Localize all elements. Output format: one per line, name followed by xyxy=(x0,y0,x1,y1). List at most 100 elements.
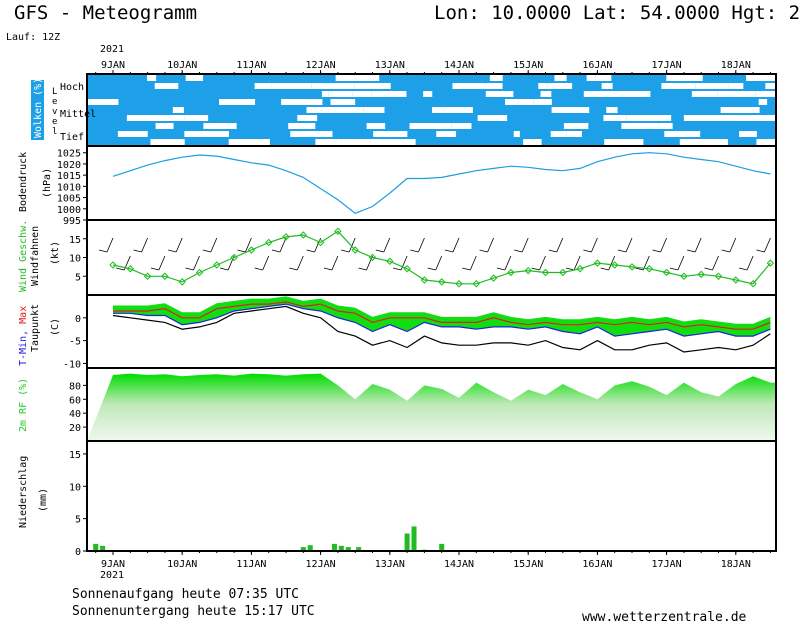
wind-barb xyxy=(462,267,471,271)
wind-barb xyxy=(210,237,218,253)
wind-barb xyxy=(331,255,339,271)
xtick-label-top: 11JAN xyxy=(236,60,266,71)
cloud-patch xyxy=(366,123,386,129)
cloud-patch xyxy=(626,91,651,97)
website-text: www.wetterzentrale.de xyxy=(582,610,747,625)
wind-barb xyxy=(635,267,644,271)
wind-speed-point xyxy=(697,270,705,279)
cloud-patch xyxy=(335,75,380,81)
sunrise-text: Sonnenaufgang heute 07:35 UTC xyxy=(72,587,299,602)
temperature-tick-label: -5 xyxy=(69,337,81,348)
wind-barb xyxy=(487,237,494,253)
cloud-patch xyxy=(504,99,519,105)
wind-barb xyxy=(427,267,436,271)
wind-barb xyxy=(746,255,754,271)
wind-speed-point xyxy=(472,280,481,288)
wind-barb xyxy=(669,267,678,271)
wind-barb xyxy=(694,237,702,253)
wind-barb xyxy=(566,267,575,271)
wind-barb xyxy=(185,267,194,271)
cloud-patch xyxy=(658,123,673,129)
cloud-patch xyxy=(485,83,503,89)
cloud-patch xyxy=(281,99,323,105)
cloud-level-label: Tief xyxy=(60,132,84,143)
wind-speed-point xyxy=(576,265,584,273)
wind-barb xyxy=(521,237,529,253)
cloud-patch xyxy=(666,75,703,81)
wind-barb xyxy=(444,249,454,253)
wind-barb xyxy=(514,249,523,253)
cloud-patch xyxy=(547,83,573,89)
wind-speed-point xyxy=(247,246,256,254)
humidity-tick-label: 60 xyxy=(69,395,81,406)
cloud-patch xyxy=(746,75,776,81)
cloud-patch xyxy=(664,131,701,137)
wind-speed-point xyxy=(455,280,463,288)
wind-barb xyxy=(158,255,166,271)
cloud-patch xyxy=(551,107,590,113)
xtick-label-top: 18JAN xyxy=(721,60,751,71)
wind-barb xyxy=(393,267,402,271)
wind-barb xyxy=(168,249,177,253)
xtick-label-top: 9JAN xyxy=(101,60,125,71)
cloud-patch xyxy=(306,107,322,113)
precip-bar xyxy=(404,533,410,551)
cloud-patch xyxy=(723,115,764,121)
precip-unit: (mm) xyxy=(38,488,49,512)
wind-barb xyxy=(245,237,252,253)
tmin-label: T-Min, xyxy=(18,324,29,366)
pressure-tick-label: 1015 xyxy=(57,171,81,182)
precip-bar xyxy=(338,545,344,551)
cloud-patch xyxy=(554,75,567,81)
wind-tick-label: 10 xyxy=(69,254,81,265)
wind-speed-line xyxy=(112,230,771,285)
cloud-patch xyxy=(720,107,760,113)
wind-speed-point xyxy=(559,268,567,277)
level-letter: e xyxy=(52,117,57,127)
pressure-tick-label: 1000 xyxy=(57,205,81,216)
xtick-label-bottom: 13JAN xyxy=(375,559,405,570)
wind-barb xyxy=(175,237,183,253)
wind-speed-point xyxy=(213,261,221,269)
wind-speed-point xyxy=(610,261,619,269)
wind-speed-point xyxy=(680,272,688,280)
humidity-tick-label: 40 xyxy=(69,409,81,420)
precip-ylabel: Niederschlag xyxy=(18,456,29,528)
humidity-ylabel: 2m RF (%) xyxy=(18,378,29,432)
wind-barb xyxy=(677,255,685,271)
precip-bar xyxy=(307,545,313,551)
xtick-label-top: 16JAN xyxy=(582,60,612,71)
wind-barb xyxy=(548,249,557,253)
xtick-label-bottom: 15JAN xyxy=(513,559,543,570)
cloud-patch xyxy=(148,115,185,121)
xtick-label-top: 14JAN xyxy=(444,60,474,71)
level-letter: L xyxy=(52,87,57,97)
temperature-tick-label: -10 xyxy=(63,359,81,370)
cloud-patch xyxy=(477,115,508,121)
cloud-patch xyxy=(150,139,185,145)
wind-speed-point xyxy=(109,261,117,269)
wind-barb xyxy=(254,267,263,271)
wind-speed-point xyxy=(766,259,775,267)
wind-barb xyxy=(193,255,200,271)
wind-speed-point xyxy=(645,265,654,273)
cloud-patch xyxy=(371,91,407,97)
cloud-patch xyxy=(604,139,644,145)
wind-barb xyxy=(306,249,315,253)
wind-barb xyxy=(729,237,737,253)
cloud-patch xyxy=(586,75,596,81)
wind-barb xyxy=(279,237,287,253)
cloud-patch xyxy=(124,131,148,137)
precip-bar xyxy=(411,526,417,551)
xtick-label-top: 15JAN xyxy=(513,60,543,71)
wind-speed-point xyxy=(299,231,308,239)
wind-barb xyxy=(375,249,384,253)
cloud-patch xyxy=(679,139,700,145)
precip-tick-label: 15 xyxy=(69,450,81,461)
precip-tick-label: 5 xyxy=(75,515,81,526)
precip-bar xyxy=(100,545,106,551)
wind-unit: (kt) xyxy=(50,241,61,265)
cloud-patch xyxy=(432,107,444,113)
tmax-label: Max xyxy=(18,306,29,324)
